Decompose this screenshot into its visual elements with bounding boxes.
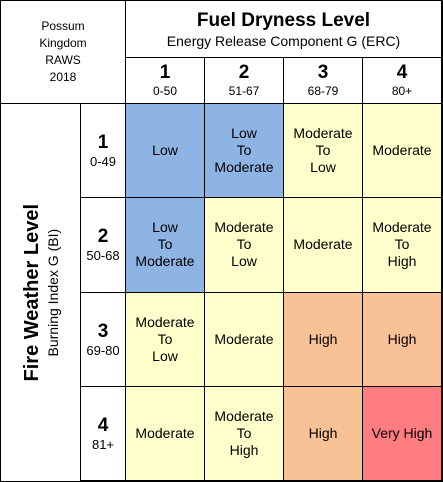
row-level: 3 bbox=[97, 320, 109, 342]
row-level: 2 bbox=[97, 226, 109, 248]
rating-cell: Moderate bbox=[284, 198, 363, 293]
rating-text: Low bbox=[231, 253, 257, 270]
corner-line: Kingdom bbox=[39, 36, 87, 50]
rating-text: Moderate bbox=[372, 219, 432, 236]
rating-text: To bbox=[157, 236, 173, 253]
column-level: 2 bbox=[238, 62, 250, 83]
row-label: 4 81+ bbox=[81, 386, 126, 481]
column-range: 51-67 bbox=[228, 84, 260, 98]
rating-text: High bbox=[229, 441, 259, 458]
column-title: Fuel Dryness Level bbox=[196, 9, 371, 31]
rating-text: To bbox=[236, 142, 252, 159]
rating-cell: High bbox=[284, 386, 363, 481]
column-label: 2 51-67 bbox=[205, 58, 284, 104]
rating-cell: Moderate bbox=[363, 104, 442, 199]
rating-text: Moderate bbox=[135, 253, 195, 270]
rating-cell: Very High bbox=[363, 386, 442, 481]
rating-cell: Moderate To Low bbox=[126, 292, 205, 387]
row-range: 81+ bbox=[91, 436, 115, 452]
rating-cell: Moderate To High bbox=[205, 386, 284, 481]
rating-text: Low bbox=[310, 159, 336, 176]
rating-text: Moderate bbox=[293, 125, 353, 142]
column-label: 4 80+ bbox=[363, 58, 442, 104]
rating-text: Moderate bbox=[214, 219, 274, 236]
rating-text: Very High bbox=[371, 424, 433, 441]
rating-text: Moderate bbox=[135, 424, 195, 441]
rating-text: Low bbox=[231, 125, 257, 142]
rating-text: High bbox=[308, 330, 338, 347]
rating-text: To bbox=[157, 330, 173, 347]
column-range: 0-50 bbox=[152, 84, 178, 98]
row-label: 2 50-68 bbox=[81, 198, 126, 293]
row-label: 3 69-80 bbox=[81, 292, 126, 387]
row-range: 69-80 bbox=[86, 342, 120, 358]
row-label: 1 0-49 bbox=[81, 104, 126, 199]
rating-cell: Low To Moderate bbox=[126, 198, 205, 293]
column-range: 80+ bbox=[391, 84, 413, 98]
rating-text: Moderate bbox=[214, 330, 274, 347]
rating-cell: High bbox=[363, 292, 442, 387]
rating-cell: Moderate To Low bbox=[284, 104, 363, 199]
row-title: Fire Weather Level bbox=[20, 203, 43, 382]
row-subtitle: Burning Index G (BI) bbox=[44, 228, 61, 357]
corner-line: RAWS bbox=[45, 53, 81, 67]
corner-line: 2018 bbox=[49, 70, 77, 84]
rating-text: To bbox=[236, 236, 252, 253]
row-range: 0-49 bbox=[89, 154, 117, 170]
column-header: Fuel Dryness Level Energy Release Compon… bbox=[126, 1, 442, 58]
rating-cell: Moderate To High bbox=[363, 198, 442, 293]
rating-text: Moderate bbox=[372, 142, 432, 159]
rating-text: Low bbox=[152, 347, 178, 364]
rating-cell: Low bbox=[126, 104, 205, 199]
rating-cell: Moderate To Low bbox=[205, 198, 284, 293]
column-range: 68-79 bbox=[307, 84, 339, 98]
rating-text: High bbox=[387, 330, 417, 347]
column-label: 1 0-50 bbox=[126, 58, 205, 104]
row-level: 4 bbox=[97, 414, 109, 436]
rating-cell: Moderate bbox=[205, 292, 284, 387]
column-level: 4 bbox=[396, 62, 408, 83]
rating-text: To bbox=[394, 236, 410, 253]
rating-text: Moderate bbox=[214, 159, 274, 176]
rating-text: Moderate bbox=[293, 236, 353, 253]
rating-text: High bbox=[308, 424, 338, 441]
corner: Possum Kingdom RAWS 2018 bbox=[1, 1, 126, 104]
rating-text: Moderate bbox=[214, 407, 274, 424]
rating-text: To bbox=[315, 142, 331, 159]
rating-text: To bbox=[236, 424, 252, 441]
column-level: 1 bbox=[159, 62, 171, 83]
rating-cell: Moderate bbox=[126, 386, 205, 481]
column-level: 3 bbox=[317, 62, 329, 83]
rating-text: Low bbox=[152, 142, 178, 159]
rating-text: High bbox=[387, 253, 417, 270]
row-level: 1 bbox=[97, 132, 109, 154]
rating-text: Moderate bbox=[135, 313, 195, 330]
row-range: 50-68 bbox=[86, 248, 120, 264]
corner-line: Possum bbox=[41, 19, 85, 33]
rating-cell: High bbox=[284, 292, 363, 387]
column-subtitle: Energy Release Component G (ERC) bbox=[166, 32, 401, 49]
rating-cell: Low To Moderate bbox=[205, 104, 284, 199]
column-label: 3 68-79 bbox=[284, 58, 363, 104]
rating-text: Low bbox=[152, 219, 178, 236]
row-header: Fire Weather Level Burning Index G (BI) bbox=[1, 104, 81, 481]
